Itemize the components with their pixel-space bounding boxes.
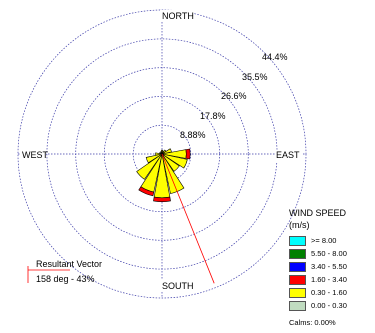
ring-label-5: 44.4%: [262, 52, 288, 62]
petal-180-deg-series-2: [153, 196, 171, 202]
ring-label-2: 17.8%: [200, 111, 226, 121]
legend-item-3: 3.40 - 5.50: [289, 260, 347, 273]
legend: >= 8.00 5.50 - 8.00 3.40 - 5.50 1.60 - 3.40…: [289, 234, 347, 312]
east-label-bg: [276, 150, 302, 162]
petal-225-deg-series-1: [136, 153, 163, 180]
legend-swatch: [289, 287, 306, 298]
legend-label: 5.50 - 8.00: [311, 249, 347, 258]
north-label-bg: [160, 10, 194, 22]
south-label-bg: [160, 280, 194, 292]
resultant-vector-line: [161, 153, 215, 284]
legend-swatch: [289, 300, 306, 311]
ring-label-1: 8.88%: [180, 130, 206, 140]
legend-swatch: [289, 248, 306, 259]
south-label: SOUTH: [162, 281, 194, 291]
legend-title-text: WIND SPEED: [289, 208, 347, 218]
ring-label-4: 35.5%: [242, 72, 268, 82]
petal-337.5-deg-series-1: [160, 151, 163, 155]
legend-swatch: [289, 235, 306, 246]
legend-label: >= 8.00: [311, 236, 337, 245]
petal-67.5-deg-series-1: [161, 148, 172, 155]
legend-item-4: 1.60 - 3.40: [289, 273, 347, 286]
ring-label-3: 26.6%: [221, 91, 247, 101]
legend-item-1: >= 8.00: [289, 234, 347, 247]
calms-text: Calms: 0.00%: [289, 318, 336, 327]
petal-270-deg-series-1: [155, 152, 163, 156]
wind-petals: [136, 148, 191, 202]
legend-label: 1.60 - 3.40: [311, 275, 347, 284]
west-label-bg: [20, 150, 46, 162]
legend-title: WIND SPEED (m/s): [289, 207, 346, 231]
legend-swatch: [289, 274, 306, 285]
petal-202.5-deg-series-2: [138, 186, 155, 197]
legend-units-text: (m/s): [289, 220, 310, 230]
north-label: NORTH: [162, 11, 194, 21]
east-label: EAST: [276, 150, 300, 160]
legend-label: 0.00 - 0.30: [311, 301, 347, 310]
west-label: WEST: [22, 150, 49, 160]
resultant-vector-value: 158 deg - 43%: [36, 274, 95, 284]
petal-247.5-deg-series-1: [145, 153, 163, 164]
legend-item-2: 5.50 - 8.00: [289, 247, 347, 260]
legend-label: 0.30 - 1.60: [311, 288, 347, 297]
legend-label: 3.40 - 5.50: [311, 262, 347, 271]
petal-90-deg-series-2: [185, 148, 191, 160]
petal-112.5-deg-series-1: [161, 153, 188, 169]
resultant-vector-label: Resultant Vector: [36, 259, 103, 269]
legend-swatch: [289, 261, 306, 272]
petal-135-deg-series-1: [161, 153, 180, 172]
legend-item-5: 0.30 - 1.60: [289, 286, 347, 299]
legend-item-6: 0.00 - 0.30: [289, 299, 347, 312]
